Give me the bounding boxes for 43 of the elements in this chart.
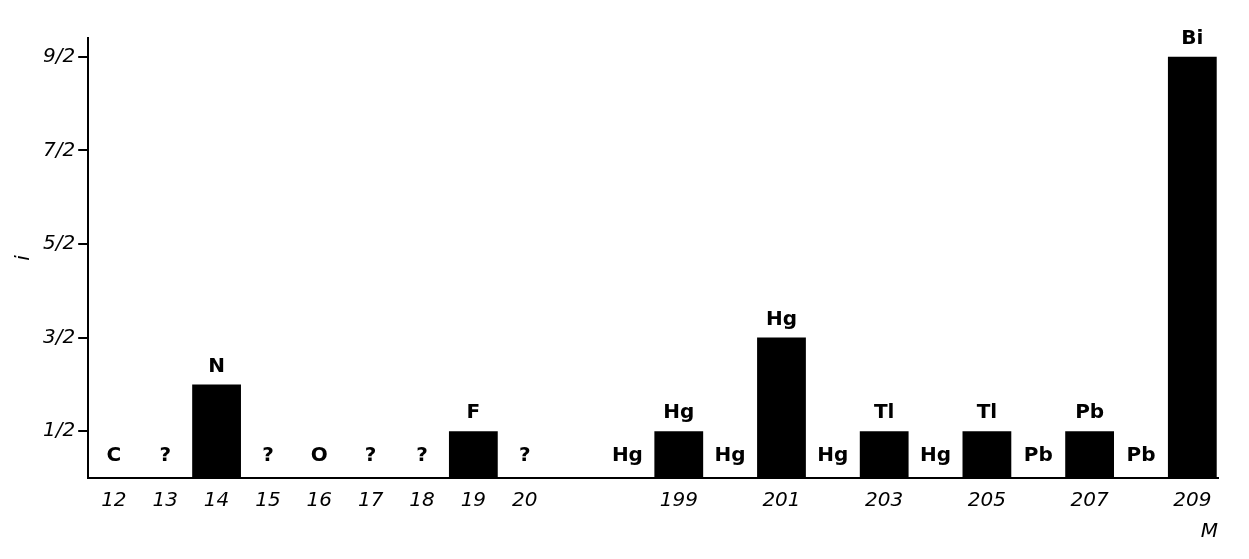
y-axis-title: i [10, 254, 35, 261]
data-label: Hg [765, 305, 798, 330]
text: ? [364, 442, 377, 467]
x-tick-label: 203 [865, 487, 904, 512]
x-tick-label: 13 [152, 487, 178, 512]
data-label: N [208, 352, 225, 377]
data-label: Pb [1023, 442, 1053, 467]
data-label: Hg [714, 442, 746, 467]
x-tick-label: 19 [460, 487, 487, 512]
x-tick-label: 199 [659, 487, 698, 512]
text: ? [262, 442, 274, 467]
data-label: Hg [663, 399, 695, 424]
x-tick-label: 209 [1173, 487, 1212, 512]
y-tick-label: 5/2 [43, 230, 76, 255]
y-tick-label: 7/2 [43, 136, 76, 161]
x-tick-label: 14 [203, 487, 230, 512]
y-tick-label: 1/2 [43, 417, 76, 442]
y-tick-label: 3/2 [43, 323, 76, 348]
data-label: Hg [920, 442, 952, 467]
y-tick-label: 9/2 [43, 42, 76, 67]
text: ? [416, 442, 428, 467]
text: ? [518, 442, 531, 467]
x-tick-label: 12 [101, 487, 127, 512]
data-label: C [106, 442, 122, 467]
data-label: Pb [1075, 399, 1105, 424]
x-tick-label: 20 [511, 487, 538, 512]
data-label: Tl [873, 399, 895, 424]
data-label: F [466, 399, 481, 424]
data-label: Tl [976, 399, 998, 424]
data-label: O [310, 442, 328, 467]
text: ? [159, 442, 172, 467]
data-label: Bi [1181, 24, 1204, 49]
x-tick-label: 201 [762, 487, 801, 512]
x-tick-label: 207 [1070, 487, 1109, 512]
data-label: Pb [1126, 442, 1156, 467]
x-axis-title: M [1200, 518, 1218, 543]
x-tick-label: 15 [255, 487, 281, 512]
x-tick-label: 18 [409, 487, 435, 512]
x-tick-label: 16 [306, 487, 333, 512]
x-tick-label: 17 [357, 487, 384, 512]
data-label: Hg [817, 442, 849, 467]
x-tick-label: 205 [967, 487, 1006, 512]
data-label: Hg [611, 442, 643, 467]
